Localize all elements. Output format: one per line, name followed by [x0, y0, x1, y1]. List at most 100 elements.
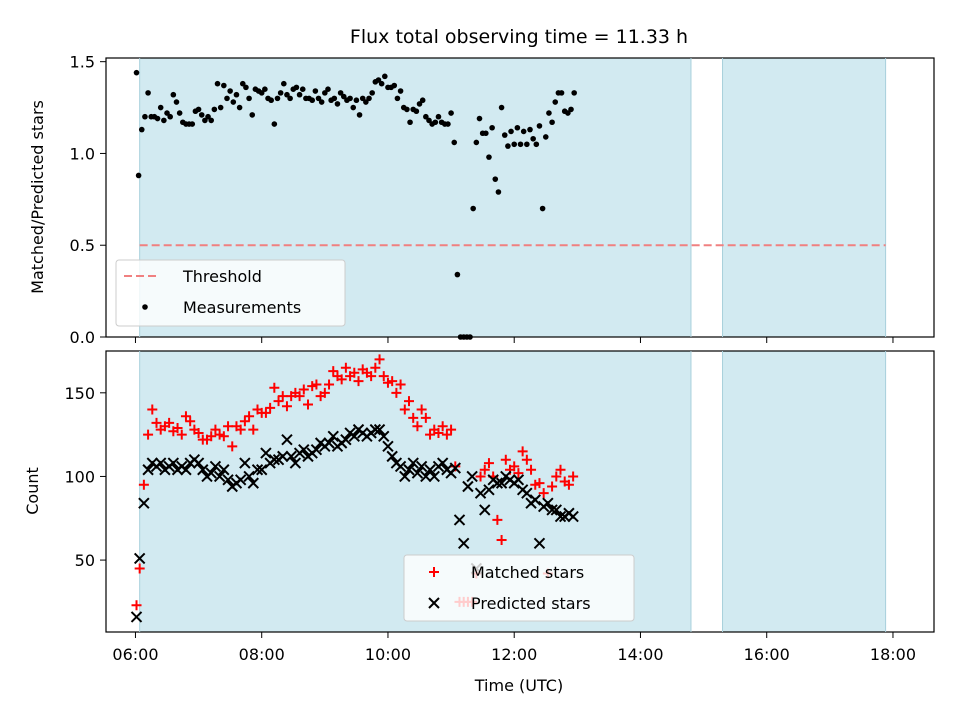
measurement-point: [451, 139, 458, 146]
measurement-point: [407, 119, 413, 126]
matched-star-point: [370, 362, 381, 373]
matched-star-point: [260, 407, 271, 418]
measurement-point: [404, 106, 410, 113]
matched-star-point: [223, 421, 234, 432]
top-y-tick-label: 1.0: [70, 144, 95, 163]
matched-star-point: [496, 535, 507, 546]
measurement-point: [293, 84, 300, 91]
measurement-point: [173, 99, 180, 105]
predicted-star-point: [554, 510, 567, 523]
measurement-point: [492, 176, 499, 182]
matched-star-point: [311, 379, 322, 390]
predicted-star-point: [533, 537, 546, 550]
measurement-point: [347, 95, 353, 102]
matched-star-point: [319, 387, 330, 398]
matched-star-point: [509, 461, 520, 472]
predicted-star-point: [466, 470, 478, 483]
matched-star-point: [147, 404, 158, 415]
matched-star-point: [281, 401, 292, 412]
top-legend-box: [115, 259, 346, 327]
predicted-star-point: [521, 487, 533, 499]
matched-star-point: [298, 384, 309, 395]
measurement-point: [542, 134, 549, 140]
matched-star-point: [210, 424, 221, 435]
matched-star-point: [425, 429, 436, 440]
measurement-point: [435, 113, 442, 120]
measurement-point: [221, 82, 227, 89]
predicted-star-point: [542, 497, 554, 509]
measurement-point: [337, 90, 344, 96]
matched-star-point: [328, 366, 339, 377]
threshold-legend-label: Threshold: [182, 267, 262, 286]
predicted-legend-label: Predicted stars: [471, 594, 591, 613]
matched-star-point: [239, 416, 250, 427]
measurement-point: [489, 124, 495, 131]
measurements-legend-swatch: [142, 304, 148, 310]
matched-star-point: [399, 404, 410, 415]
measurement-point: [189, 121, 196, 127]
matched-star-point: [479, 464, 490, 475]
matched-star-point: [164, 417, 175, 428]
predicted-star-point: [449, 462, 462, 474]
matched-star-point: [336, 374, 347, 385]
measurement-point: [340, 93, 347, 100]
x-tick-label: 08:00: [239, 645, 285, 664]
measurement-point: [350, 104, 357, 111]
measurement-point: [524, 141, 530, 148]
predicted-star-point: [382, 440, 394, 453]
measurement-point: [498, 104, 505, 111]
measurement-point: [274, 95, 281, 102]
predicted-star-point: [546, 504, 558, 516]
matched-legend-label: Matched stars: [471, 563, 584, 582]
top-y-axis-label: Matched/Predicted stars: [28, 100, 47, 294]
matched-star-point: [303, 399, 314, 410]
measurement-point: [161, 117, 167, 124]
measurement-point: [378, 80, 385, 87]
measurement-point: [495, 189, 502, 195]
predicted-star-point: [205, 467, 217, 479]
predicted-star-point: [378, 430, 390, 443]
matched-star-point: [517, 446, 528, 457]
matched-star-point: [555, 464, 566, 475]
matched-star-point: [227, 441, 238, 452]
matched-star-point: [244, 411, 255, 422]
matched-star-point: [441, 429, 452, 440]
bottom-y-tick-label: 50: [75, 551, 95, 570]
measurement-point: [353, 97, 360, 104]
matched-star-point: [131, 600, 142, 611]
measurement-point: [533, 141, 540, 148]
measurement-point: [312, 88, 319, 94]
matched-star-point: [143, 429, 154, 440]
predicted-star-point: [407, 457, 419, 469]
measurement-point: [322, 90, 328, 96]
measurement-point: [467, 334, 473, 340]
predicted-star-point: [222, 474, 234, 486]
matched-star-point: [134, 563, 145, 574]
predicted-star-point: [474, 487, 487, 499]
measurement-point: [382, 73, 388, 80]
top-y-tick-label: 0.0: [70, 328, 95, 347]
measurement-point: [331, 95, 338, 102]
predicted-legend-swatch: [428, 597, 440, 609]
matched-star-point: [324, 379, 335, 390]
measurement-point: [363, 99, 369, 105]
predicted-star-point: [453, 514, 466, 526]
chart-title: Flux total observing time = 11.33 h: [350, 26, 688, 48]
measurement-point: [334, 101, 341, 107]
bottom-legend-box: [403, 554, 635, 622]
predicted-star-point: [218, 464, 230, 476]
predicted-star-point: [386, 450, 398, 463]
measurement-point: [157, 104, 164, 111]
measurement-point: [217, 104, 224, 111]
measurement-point: [138, 126, 145, 133]
predicted-star-point: [348, 430, 361, 443]
matched-star-point: [526, 464, 537, 475]
predicted-star-point: [479, 504, 491, 516]
bottom-legend: Matched stars Predicted stars: [403, 554, 635, 622]
predicted-star-point: [180, 464, 192, 476]
measurement-point: [198, 112, 205, 118]
x-tick-label: 06:00: [112, 645, 158, 664]
measurement-point: [568, 106, 574, 113]
matched-star-point: [483, 458, 494, 469]
